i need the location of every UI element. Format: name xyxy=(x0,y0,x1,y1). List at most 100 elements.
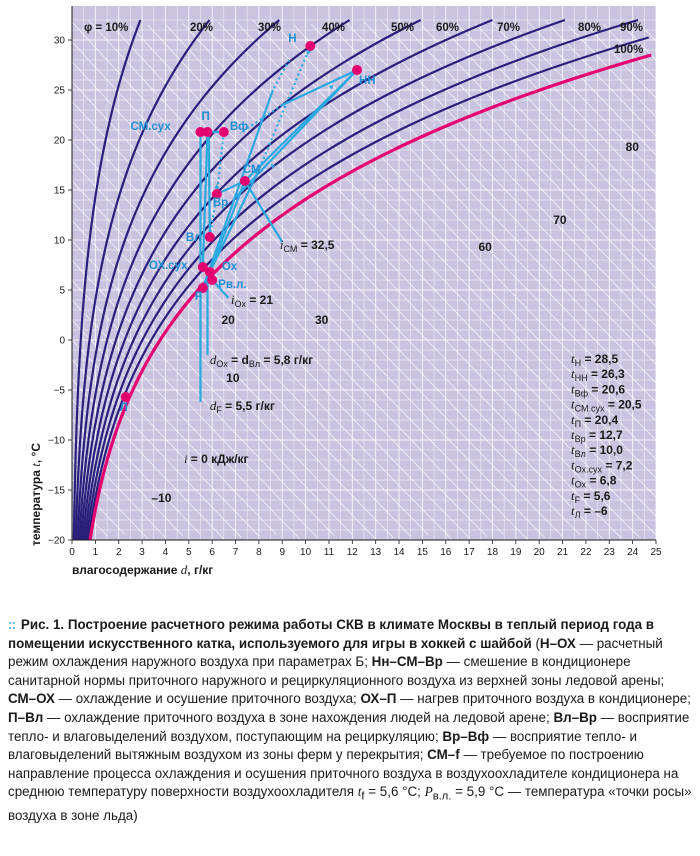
legend-entry: tВр = 12,7 xyxy=(571,427,623,444)
x-tick-label: 19 xyxy=(510,547,522,558)
process-line-n-ox xyxy=(208,169,260,273)
x-tick-label: 4 xyxy=(163,547,169,558)
rh-curve xyxy=(76,19,280,541)
annotation: dF = 5,5 г/кг xyxy=(210,398,275,415)
caption-segment: — восприятие тепло- и влаговыделений выт… xyxy=(8,728,638,763)
enthalpy-line xyxy=(544,20,657,137)
x-tick-label: 7 xyxy=(233,547,239,558)
y-tick-label: −20 xyxy=(48,536,65,547)
state-point xyxy=(204,232,215,242)
x-tick-label: 13 xyxy=(370,547,382,558)
caption-segment: — расчетный режим охлаждения наружного в… xyxy=(8,635,663,670)
enthalpy-line xyxy=(398,20,657,289)
x-tick-label: 2 xyxy=(116,547,122,558)
rh-curve xyxy=(83,18,566,541)
caption-segment: Нн–СМ–Вр xyxy=(371,654,443,670)
caption-segment: — охлаждение и осушение приточного возду… xyxy=(54,691,361,707)
y-tick-label: −15 xyxy=(48,486,65,497)
caption-segment: Вл–Вр xyxy=(553,709,597,725)
legend-entry: tП = 20,4 xyxy=(571,412,618,429)
y-tick-label: −5 xyxy=(54,386,66,397)
enthalpy-label: 60 xyxy=(478,240,492,254)
psychrometric-chart: φ = 10% 20% 30% 40% 50% 60% 70% 80% 90% 100% i = 0… xyxy=(28,6,662,577)
enthalpy-label: 20 xyxy=(222,313,236,327)
rh-label: 90% xyxy=(620,22,643,34)
point-label: Л xyxy=(120,402,128,414)
point-label: НН xyxy=(359,75,376,87)
annotation: dOx = dВл = 5,8 г/кг xyxy=(210,352,313,369)
enthalpy-line xyxy=(293,24,657,403)
rh-label: 80% xyxy=(578,22,601,34)
enthalpy-line xyxy=(474,23,657,213)
state-point xyxy=(197,283,208,293)
rh-label: 20% xyxy=(190,22,213,34)
y-tick-label: 30 xyxy=(54,36,66,47)
enthalpy-line xyxy=(585,24,657,99)
arrow-heads xyxy=(205,50,334,189)
enthalpy-line xyxy=(71,81,505,536)
process-line-nn-f xyxy=(232,69,358,201)
state-point xyxy=(351,65,362,75)
enthalpy-line xyxy=(422,25,657,270)
x-tick-label: 25 xyxy=(650,547,662,558)
point-label: СМ xyxy=(243,164,261,176)
x-axis-label: влагосодержание d, г/кг xyxy=(72,562,213,577)
rh-curves xyxy=(72,18,652,541)
annotation: iСМ = 32,5 xyxy=(280,237,335,254)
caption-segment: П–Вл xyxy=(8,709,44,725)
process-line-ox-p xyxy=(201,131,209,268)
enthalpy-line xyxy=(182,23,657,517)
process-line-sm-f-top xyxy=(271,59,291,91)
x-tick-label: 16 xyxy=(440,547,452,558)
x-tick-label: 5 xyxy=(186,547,192,558)
state-point xyxy=(305,41,316,51)
caption-segment: t xyxy=(357,784,362,800)
enthalpy-line xyxy=(638,22,657,42)
rh-label: 70% xyxy=(497,22,520,34)
point-label: Рв.л. xyxy=(218,279,246,291)
enthalpy-line xyxy=(346,22,657,346)
caption-body: (Н–ОХ — расчетный режим охлаждения наруж… xyxy=(8,636,692,823)
enthalpy-line xyxy=(106,20,604,540)
arrow-head xyxy=(306,50,311,55)
state-point xyxy=(202,127,213,137)
enthalpy-line xyxy=(89,20,581,536)
enthalpy-line xyxy=(71,180,411,537)
enthalpy-line xyxy=(71,41,546,539)
enthalpy-line xyxy=(363,21,657,327)
enthalpy-grid xyxy=(71,20,657,540)
state-point xyxy=(218,127,229,137)
process-line-vl-vr xyxy=(208,193,218,238)
enthalpy-line xyxy=(71,419,184,537)
rh-label: 30% xyxy=(258,22,281,34)
enthalpy-line xyxy=(71,200,394,538)
process-line-n-ox xyxy=(257,45,312,171)
point-label: ОХ.сух xyxy=(149,260,188,272)
enthalpy-line xyxy=(252,20,657,441)
x-tick-label: 14 xyxy=(393,547,405,558)
state-point xyxy=(204,267,215,277)
caption-segment: в.л. xyxy=(432,791,452,804)
enthalpy-line xyxy=(71,399,201,535)
legend-entry: tОх.сух = 7,2 xyxy=(571,457,633,474)
figure-caption: :: Рис. 1. Построение расчетного режима р… xyxy=(8,616,692,825)
caption-segment: Вр–Вф xyxy=(442,728,490,744)
rh-label: 40% xyxy=(322,22,345,34)
y-axis-label: температура t, °C xyxy=(28,443,43,546)
enthalpy-label: 80 xyxy=(626,140,640,154)
enthalpy-line xyxy=(71,379,225,540)
x-tick-label: 12 xyxy=(347,547,359,558)
enthalpy-line xyxy=(71,220,376,540)
x-tick-label: 0 xyxy=(69,547,75,558)
enthalpy-line xyxy=(509,21,657,175)
enthalpy-label: –10 xyxy=(151,491,171,505)
arrow-head xyxy=(328,85,334,90)
process-line-sm-f xyxy=(201,89,274,289)
enthalpy-line xyxy=(568,25,657,118)
x-tick-label: 17 xyxy=(464,547,476,558)
legend-entry: tОх = 6,8 xyxy=(571,473,617,490)
rh-curve xyxy=(87,36,650,541)
caption-segment: ОХ–П xyxy=(360,691,397,707)
x-tick-label: 9 xyxy=(279,547,285,558)
